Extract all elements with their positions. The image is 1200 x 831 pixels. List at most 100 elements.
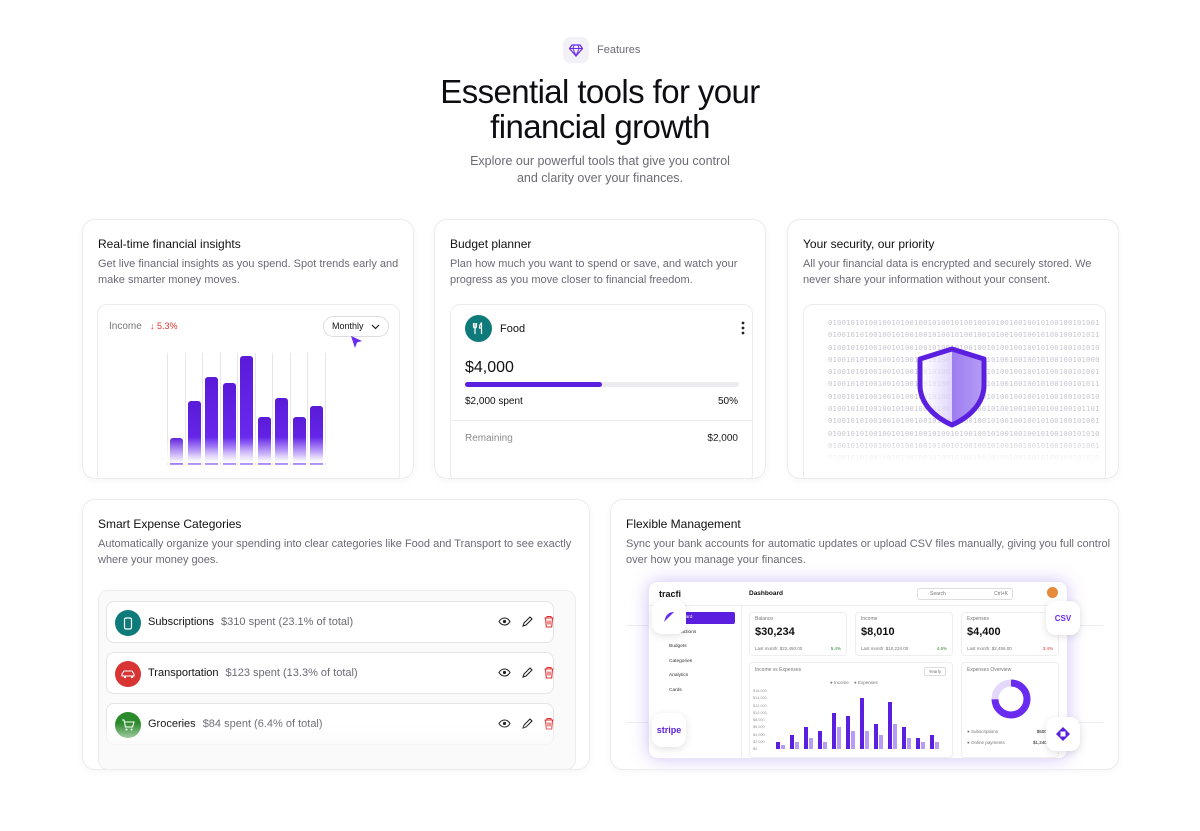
income-bar	[846, 716, 850, 749]
categories-list: Subscriptions $310 spent (23.1% of total)…	[98, 590, 576, 769]
grid-line	[219, 353, 221, 465]
balance-card: Balance $30,234 Last month: $22,450.00 5…	[749, 612, 847, 656]
category-value: $310 spent (23.1% of total)	[221, 616, 354, 628]
title-line-2: financial growth	[490, 108, 710, 145]
period-select[interactable]: Yearly	[923, 667, 946, 676]
category-name: Subscriptions	[148, 616, 215, 628]
page-title: Essential tools for your financial growt…	[0, 74, 1200, 144]
expenses-bar	[907, 738, 911, 749]
bank-icon	[1046, 717, 1080, 751]
search-input[interactable]: Search Ctrl+K	[917, 588, 1013, 600]
balance-last: Last month: $22,450.00	[755, 646, 803, 651]
sidebar-item[interactable]: Transactions	[669, 629, 697, 635]
security-title: Your security, our priority	[803, 237, 935, 251]
expenses-bar	[795, 741, 799, 749]
grid-line	[254, 353, 256, 465]
income-expenses-chart: $16,000 $14,000 $12,000 $10,000 $8,000 $6,000…	[750, 687, 952, 757]
phone-icon	[115, 610, 141, 636]
income-bar	[804, 727, 808, 749]
eye-icon[interactable]	[498, 615, 511, 628]
legend-income-label: Income	[833, 680, 849, 685]
category-name: Transportation	[148, 667, 219, 679]
income-bar	[790, 734, 794, 749]
ov-item-2-name: Online payments	[970, 740, 1005, 745]
trash-icon[interactable]	[543, 615, 555, 628]
expenses-card: Expenses $4,400 Last month: $2,456.00 3.…	[961, 612, 1059, 656]
income-bar	[902, 727, 906, 749]
y-tick-label: $12,000	[753, 703, 767, 708]
security-desc: All your financial data is encrypted and…	[803, 257, 1091, 288]
management-card: Flexible Management Sync your bank accou…	[610, 499, 1119, 770]
expenses-last: Last month: $2,456.00	[967, 646, 1012, 651]
chevron-down-icon	[371, 324, 380, 330]
insights-card: Real-time financial insights Get live fi…	[82, 219, 414, 479]
expenses-bar	[893, 723, 897, 749]
period-select-value: Yearly	[928, 669, 941, 674]
features-badge: Features	[563, 37, 640, 63]
grid-line	[289, 353, 291, 465]
sidebar-item[interactable]: Cards	[669, 687, 682, 693]
income-change: 4.6%	[936, 646, 947, 651]
income-bar	[874, 723, 878, 749]
stripe-icon: stripe	[652, 713, 686, 747]
budget-category: Food	[500, 323, 526, 335]
income-change: ↓ 5.3%	[150, 321, 178, 331]
balance-value: $30,234	[755, 626, 795, 638]
budget-panel: Food $4,000 $2,000 spent 50% Remaining $…	[450, 304, 753, 478]
legend-expenses-label: Expenses	[857, 680, 878, 685]
stripe-label: stripe	[656, 725, 682, 735]
list-item[interactable]: Subscriptions $310 spent (23.1% of total)	[106, 601, 554, 643]
y-tick-label: $14,000	[753, 696, 767, 701]
cursor-icon	[351, 336, 362, 348]
sidebar-item[interactable]: Budgets	[669, 644, 687, 649]
chart-title: Income vs Expenses	[755, 667, 802, 673]
income-bar	[818, 730, 822, 749]
budget-spent: $2,000 spent	[465, 396, 523, 407]
period-dropdown[interactable]: Monthly	[323, 316, 389, 337]
budget-card: Budget planner Plan how much you want to…	[434, 219, 766, 479]
grid-line	[307, 353, 308, 465]
insights-desc-line-2: make smarter money moves.	[98, 273, 240, 286]
income-last: Last month: $10,234.00	[861, 646, 909, 651]
subtitle-line-2: and clarity over your finances.	[516, 170, 684, 185]
insights-title: Real-time financial insights	[98, 237, 241, 251]
expenses-bar	[935, 741, 939, 749]
eye-icon[interactable]	[498, 666, 511, 679]
legend-expenses: ● Expenses	[854, 680, 878, 685]
income-bar	[916, 738, 920, 749]
income-card: Income $8,010 Last month: $10,234.00 4.6…	[855, 612, 953, 656]
pencil-icon[interactable]	[521, 666, 534, 679]
csv-label: CSV	[1054, 613, 1072, 623]
dashboard-preview: tracfi Dashboard Search Ctrl+K Dashboard…	[649, 582, 1067, 758]
list-item[interactable]: Transportation $123 spent (13.3% of total…	[106, 652, 554, 694]
income-value: $8,010	[861, 626, 895, 638]
y-tick-label: $6,000	[753, 725, 765, 730]
csv-file-icon: CSV	[1046, 601, 1080, 635]
avatar[interactable]	[1047, 587, 1058, 598]
pencil-icon[interactable]	[521, 615, 534, 628]
expenses-bar	[879, 734, 883, 749]
budget-amount: $4,000	[465, 359, 514, 376]
encryption-panel: 0100101010010010100100101001010010010100…	[803, 304, 1106, 478]
trash-icon[interactable]	[543, 666, 555, 679]
expenses-bar	[921, 741, 925, 749]
grid-line	[272, 353, 273, 465]
y-tick-label: $2,000	[753, 739, 765, 744]
ov-item-1: ● Subscriptions	[967, 729, 998, 734]
sidebar-item[interactable]: Categories	[669, 658, 693, 664]
income-chart-panel: Income ↓ 5.3% Monthly	[97, 304, 400, 478]
grid-line	[324, 353, 326, 465]
management-desc-line-2: over how you manage your finances.	[626, 553, 806, 566]
sidebar-item[interactable]: Analytics	[669, 673, 689, 678]
y-tick-label: $10,000	[753, 710, 767, 715]
grid-line	[202, 353, 203, 465]
budget-progress-fill	[465, 382, 602, 387]
expenses-value: $4,400	[967, 626, 1001, 638]
categories-desc: Automatically organize your spending int…	[98, 537, 571, 568]
dashboard-heading: Dashboard	[749, 590, 783, 597]
expenses-overview-panel: Expenses Overview ● Subscriptions $500.0…	[961, 662, 1059, 758]
more-vertical-icon[interactable]	[741, 321, 745, 335]
period-dropdown-value: Monthly	[332, 321, 364, 331]
management-desc-line-1: Sync your bank accounts for automatic up…	[626, 538, 1111, 550]
